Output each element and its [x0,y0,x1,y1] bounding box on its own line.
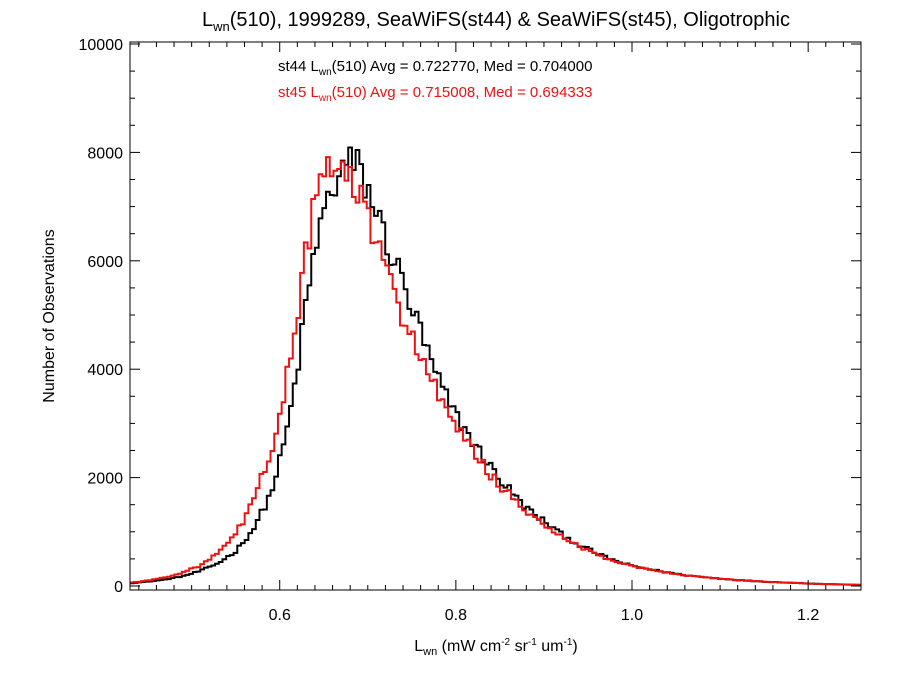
chart-title: Lwn(510), 1999289, SeaWiFS(st44) & SeaWi… [202,9,790,34]
st45-stats-pre: st45 L [278,84,319,101]
x-axis-label-p2: sr [510,638,528,655]
x-axis-label-p1: (mW cm [437,638,501,655]
st44-stats-post: (510) Avg = 0.722770, Med = 0.704000 [332,58,593,75]
chart-title-main: L [202,9,213,31]
y-tick-label: 6000 [87,254,123,271]
y-tick-label: 8000 [87,145,123,162]
series-layer [130,146,861,586]
y-tick-label: 4000 [87,362,123,379]
x-axis-label-sub: wn [422,646,437,658]
st44-stats-text: st44 Lwn(510) Avg = 0.722770, Med = 0.70… [278,58,592,78]
plot-frame [129,41,862,591]
x-axis-label-p3: um [537,638,564,655]
series-st44-histogram [130,146,861,586]
x-tick-label: 1.2 [797,607,819,624]
st44-stats-sub: wn [318,67,332,78]
x-tick-label: 0.8 [445,607,467,624]
y-axis-label: Number of Observations [41,229,58,402]
chart-title-sub: wn [212,19,230,34]
x-axis-label-sup1: -2 [501,637,510,648]
y-tick-label: 2000 [87,471,123,488]
st45-stats-post: (510) Avg = 0.715008, Med = 0.694333 [332,84,593,101]
y-tick-label: 0 [114,579,123,596]
series-st45-histogram [130,156,861,586]
x-axis-label-main: L [414,638,423,655]
x-tick-label: 0.6 [269,607,291,624]
x-axis-label-sup3: -1 [563,637,572,648]
st45-stats-sub: wn [318,93,332,104]
x-axis-label: Lwn (mW cm-2 sr-1 um-1) [414,637,577,658]
chart-title-rest: (510), 1999289, SeaWiFS(st44) & SeaWiFS(… [230,9,790,31]
y-tick-label: 10000 [79,37,124,54]
x-tick-label: 1.0 [621,607,643,624]
ticks-layer: 0.6 0.8 1.0 1.2 0 2000 4000 6000 8000 10000 [79,37,862,624]
st45-stats-text: st45 Lwn(510) Avg = 0.715008, Med = 0.69… [278,84,592,104]
st44-stats-pre: st44 L [278,58,319,75]
x-axis-label-sup2: -1 [528,637,537,648]
x-axis-label-p4: ) [572,638,577,655]
